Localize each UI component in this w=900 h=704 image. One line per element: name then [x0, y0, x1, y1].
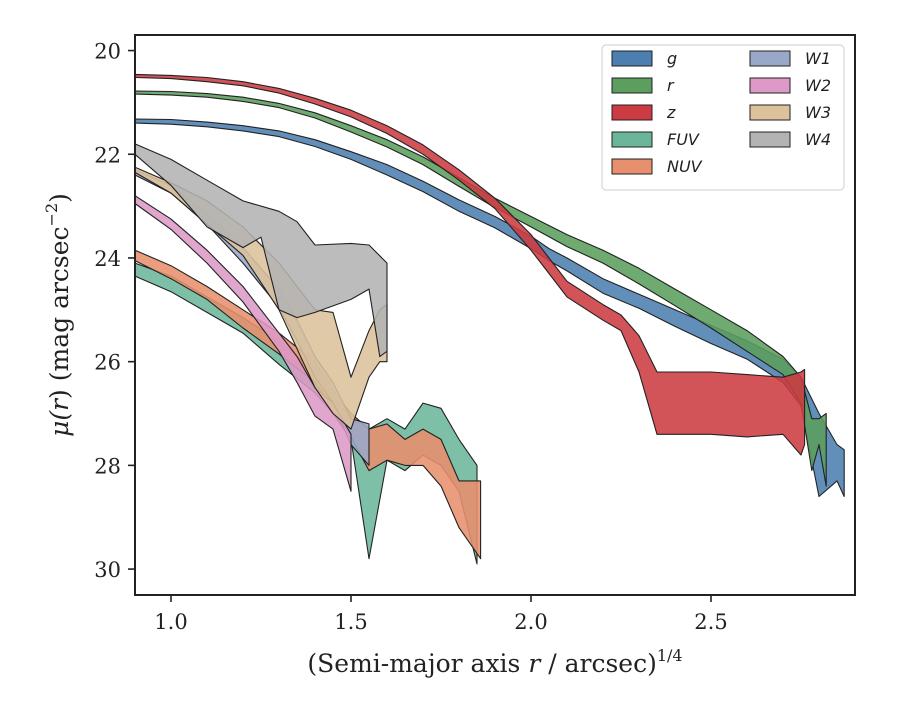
y-tick-label: 28: [94, 454, 121, 478]
plot-frame: [134, 34, 856, 596]
x-axis: 1.0 1.5 2.0 2.5: [154, 595, 728, 634]
legend-label-w3: W3: [805, 103, 831, 122]
y-axis-title-end: ): [45, 193, 74, 203]
y-tick-label: 30: [94, 558, 121, 582]
legend-label-fuv: FUV: [667, 130, 700, 149]
y-tick-label: 22: [94, 143, 121, 167]
x-axis-title-var: r: [528, 649, 542, 678]
series-band-r: [134, 90, 827, 487]
x-axis-title-prefix: (Semi-major axis: [307, 649, 528, 678]
y-axis-title: μ(r) (mag arcsec−2): [42, 193, 74, 437]
y-tick-label: 20: [94, 40, 121, 64]
legend-label-g: g: [667, 49, 677, 68]
legend-label-w2: W2: [805, 76, 831, 95]
legend: grz FUV NUV W1 W2 W3 W4: [601, 44, 845, 191]
x-tick-label: 2.0: [514, 610, 547, 634]
series-band-w2: [134, 195, 352, 492]
legend-swatch-w4: [749, 131, 791, 148]
series-band-z: [134, 73, 806, 456]
legend-swatch-w2: [749, 77, 791, 94]
legend-label-w4: W4: [805, 130, 831, 149]
legend-items: grz FUV NUV W1 W2 W3 W4: [611, 49, 831, 176]
legend-swatch-z: [611, 104, 653, 121]
series-layer: [134, 73, 845, 565]
x-axis-title: (Semi-major axis r / arcsec)1/4: [307, 646, 682, 678]
x-tick-label: 1.5: [334, 610, 367, 634]
series-band-w4: [134, 143, 388, 358]
legend-label-r: r: [667, 76, 675, 95]
legend-swatch-w3: [749, 104, 791, 121]
x-axis-title-exponent: 1/4: [657, 646, 683, 665]
legend-swatch-w1: [749, 50, 791, 67]
x-tick-label: 1.0: [154, 610, 187, 634]
y-tick-label: 26: [94, 351, 121, 375]
y-tick-label: 24: [94, 247, 121, 271]
legend-label-z: z: [666, 103, 676, 122]
legend-label-nuv: NUV: [667, 157, 703, 176]
y-axis: 20 22 24 26 28 30: [94, 40, 135, 582]
y-axis-title-exponent: −2: [42, 203, 61, 227]
legend-swatch-g: [611, 50, 653, 67]
series-band-g: [134, 118, 845, 498]
y-axis-title-mu: μ(: [45, 410, 74, 437]
x-axis-title-suffix: / arcsec): [540, 649, 657, 678]
x-tick-label: 2.5: [694, 610, 727, 634]
legend-label-w1: W1: [805, 49, 831, 68]
y-axis-title-var: r: [45, 397, 74, 411]
y-axis-title-mid: ) (mag arcsec: [45, 226, 74, 399]
legend-swatch-nuv: [611, 158, 653, 175]
legend-swatch-fuv: [611, 131, 653, 148]
legend-swatch-r: [611, 77, 653, 94]
